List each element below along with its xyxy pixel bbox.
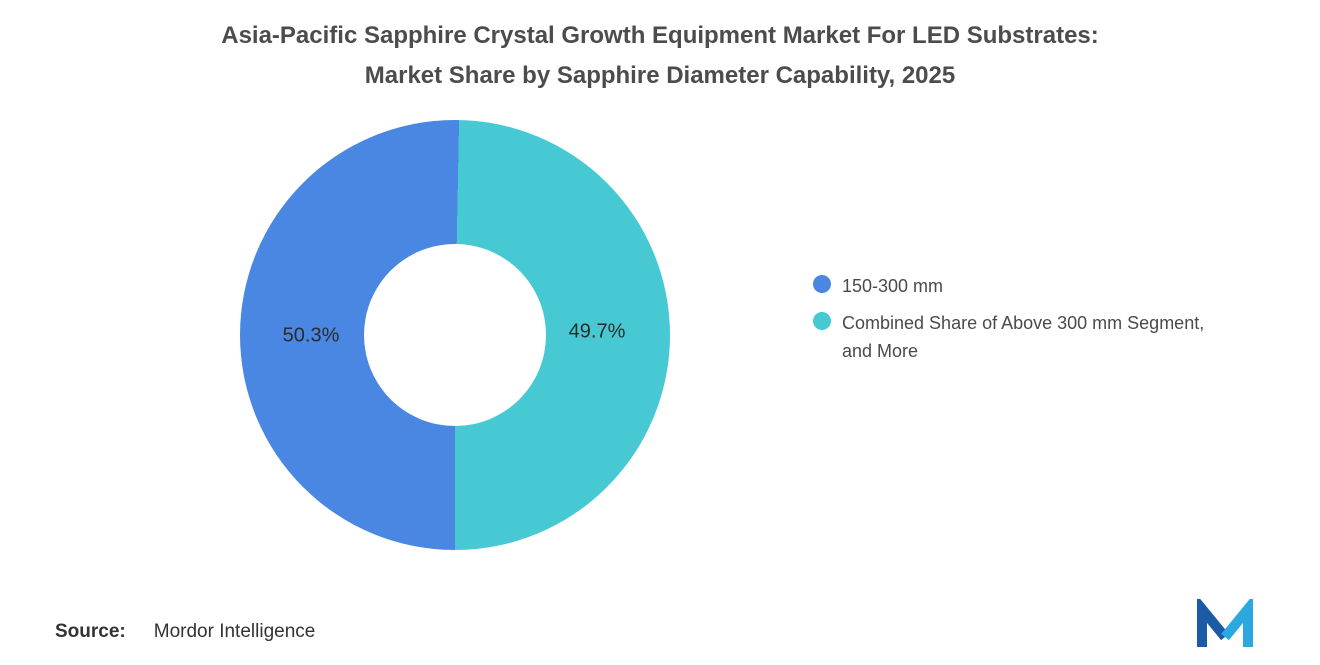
chart-title-line1: Asia-Pacific Sapphire Crystal Growth Equ… [221,22,1099,49]
chart-title-line2: Market Share by Sapphire Diameter Capabi… [364,62,956,89]
legend-item-150-300mm: 150-300 mm [813,272,1207,300]
donut-hole [364,244,546,426]
mordor-intelligence-logo [1196,599,1254,649]
legend-label-150-300mm: 150-300 mm [842,276,944,296]
legend-item-above-300mm: Combined Share of Above 300 mm Segment, … [813,309,1207,365]
source-value: Mordor Intelligence [153,621,316,642]
slice-value-label-above-300mm: 49.7% [568,320,626,343]
legend-dot-blue-icon [813,275,831,293]
slice-value-label-150-300mm: 50.3% [282,324,340,347]
logo-right-stroke [1221,599,1253,647]
logo-left-stroke [1197,599,1229,647]
donut-chart-area: 50.3% 49.7% [240,120,670,550]
legend-dot-teal-icon [813,312,831,330]
chart-title: Asia-Pacific Sapphire Crystal Growth Equ… [0,16,1320,96]
legend-label-above-300mm: Combined Share of Above 300 mm Segment, … [842,313,1205,361]
source-attribution: Source: Mordor Intelligence [55,621,315,643]
source-label: Source: [55,621,126,642]
chart-legend: 150-300 mm Combined Share of Above 300 m… [813,272,1207,365]
logo-m-icon [1197,599,1253,647]
